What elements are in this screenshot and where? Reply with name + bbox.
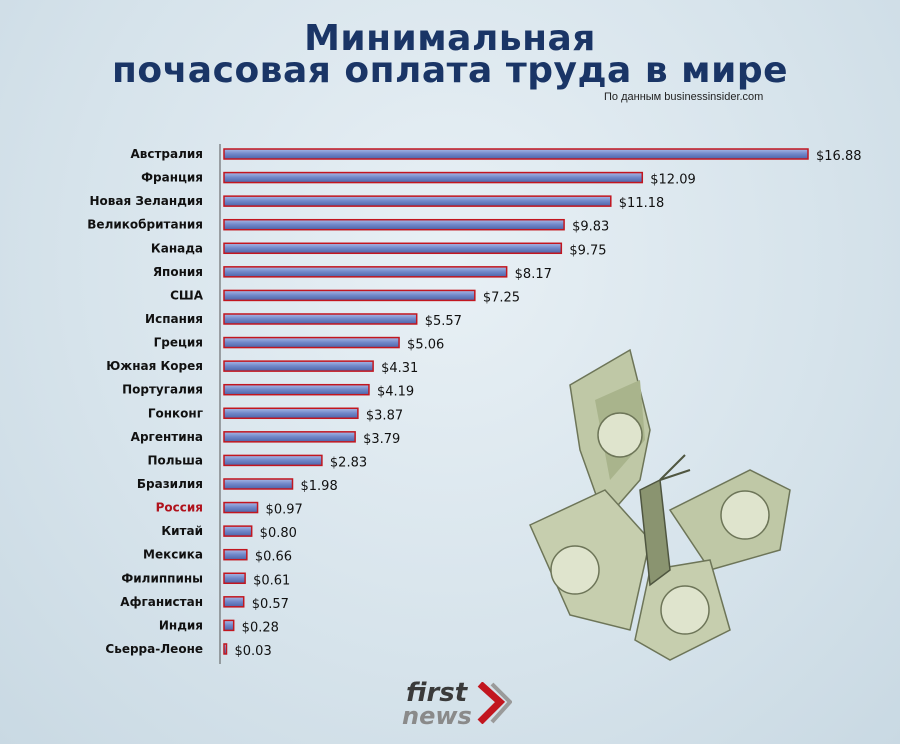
value-label: $16.88 [816,149,862,164]
value-label: $0.28 [242,620,279,635]
value-label: $4.19 [377,385,414,400]
value-label: $11.18 [619,196,665,211]
category-label: Польша [147,453,203,467]
category-label: Афганистан [120,595,203,609]
value-label: $8.17 [515,267,552,282]
value-label: $0.66 [255,550,292,565]
value-label: $5.06 [407,338,444,353]
bar [223,171,644,184]
category-label: Великобритания [87,218,203,232]
value-label: $0.97 [266,503,303,518]
source-note: По данным businessinsider.com [604,91,764,103]
category-label: Южная Корея [106,359,203,373]
bar [223,383,370,396]
dollar-butterfly-image [529,348,791,661]
category-label: Испания [145,312,203,326]
bar [223,572,246,585]
value-label: $5.57 [425,314,462,329]
category-label: Индия [159,618,203,632]
category-label: Португалия [122,383,203,397]
value-label: $9.83 [572,220,609,235]
value-label: $0.03 [235,644,272,659]
category-label: Аргентина [131,430,203,444]
category-label: Канада [151,241,203,255]
bar [223,195,612,207]
value-label: $12.09 [650,173,696,188]
chevron-right-icon [477,682,512,724]
page-title-line-1: Минимальная [304,18,596,59]
bar [223,643,228,655]
category-label: Филиппины [121,571,203,585]
category-label: Франция [141,171,203,185]
value-label: $0.61 [253,573,290,588]
first-news-logo: first news [398,678,518,734]
bar [223,148,809,160]
category-label: Гонконг [148,406,203,420]
bar [223,336,400,349]
bar [223,548,248,561]
category-label: Россия [156,501,203,515]
category-label: Мексика [143,548,203,562]
category-label: США [170,288,204,302]
bar [223,218,565,231]
bar [223,619,235,632]
logo-news-text: news [402,702,472,730]
category-label: Новая Зеландия [89,194,203,208]
category-label: Сьерра-Леоне [105,642,203,656]
bar [223,242,563,255]
value-label: $9.75 [569,243,606,258]
bar [223,525,253,537]
category-label: Китай [161,524,203,538]
category-label: Австралия [130,147,203,161]
bar [223,501,259,514]
value-label: $3.87 [366,408,403,423]
category-label: Греция [154,336,203,350]
bar [223,454,323,467]
value-label: $0.57 [252,597,289,612]
bar [223,266,508,278]
category-label: Бразилия [137,477,203,491]
value-label: $0.80 [260,526,297,541]
category-label: Япония [153,265,203,279]
bar [223,596,245,608]
bar [223,478,294,490]
page-title-line-2: почасовая оплата труда в мире [111,50,789,91]
logo-first-text: first [406,678,468,708]
bar [223,407,359,420]
value-label: $2.83 [330,455,367,470]
value-label: $3.79 [363,432,400,447]
bar [223,313,418,325]
value-label: $4.31 [381,361,418,376]
value-label: $7.25 [483,290,520,305]
bar [223,360,374,372]
bar [223,431,356,443]
bar [223,289,476,302]
value-label: $1.98 [301,479,338,494]
